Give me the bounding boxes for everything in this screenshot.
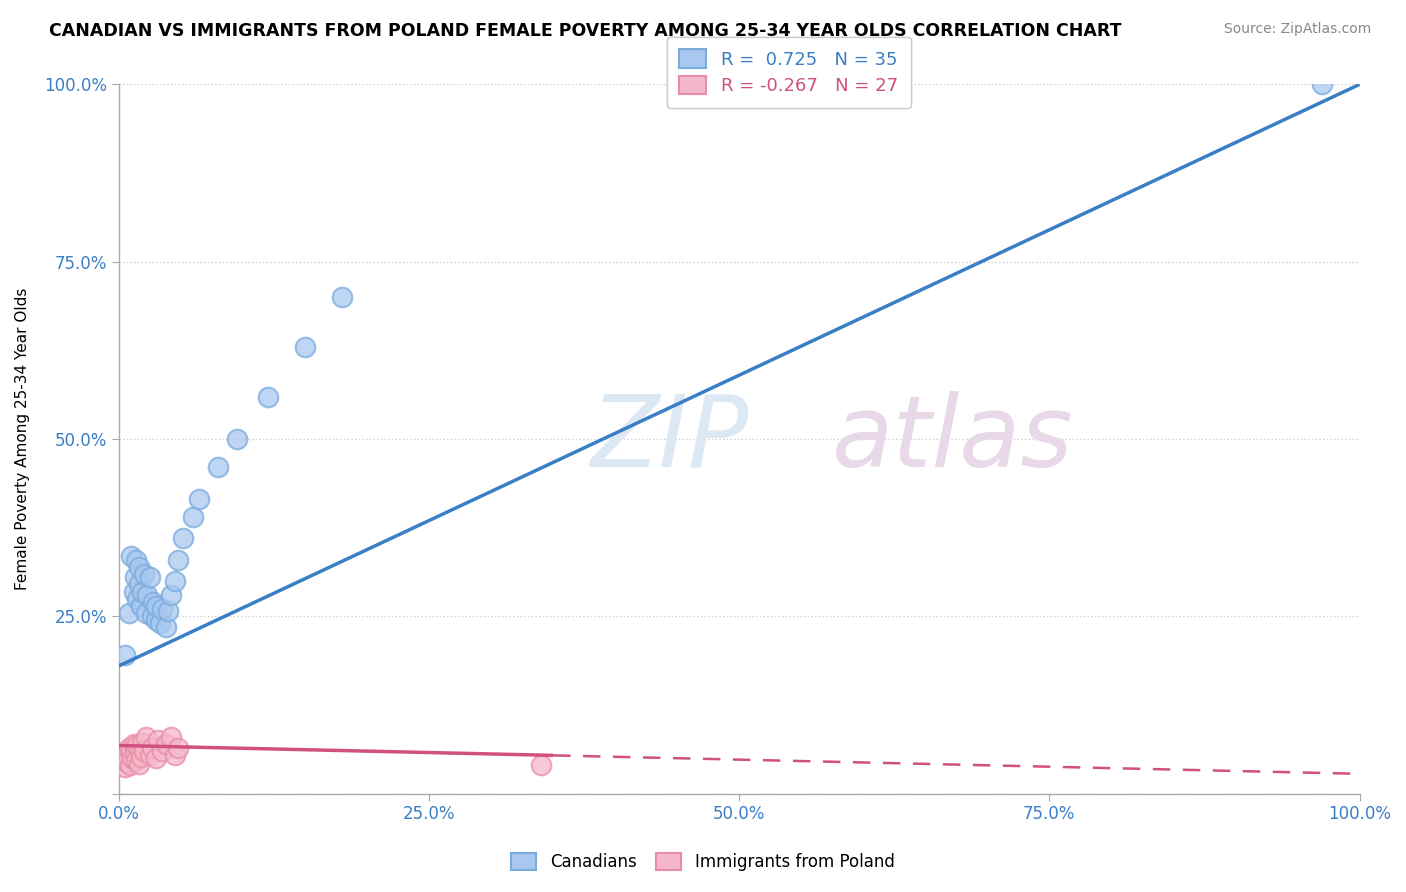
- Legend: Canadians, Immigrants from Poland: Canadians, Immigrants from Poland: [503, 845, 903, 880]
- Point: [132, 566, 155, 581]
- Point: [145, 599, 167, 613]
- Point: [138, 747, 160, 762]
- Text: ZIP: ZIP: [591, 391, 748, 488]
- Point: [131, 736, 153, 750]
- Point: [188, 492, 211, 507]
- Point: [225, 432, 247, 446]
- Point: [207, 460, 229, 475]
- Point: [117, 755, 139, 769]
- Point: [127, 591, 149, 606]
- Point: [129, 599, 152, 613]
- Point: [159, 730, 181, 744]
- Point: [118, 758, 141, 772]
- Point: [121, 751, 143, 765]
- Point: [128, 742, 150, 756]
- Point: [149, 616, 172, 631]
- Point: [128, 756, 150, 771]
- Point: [1310, 78, 1333, 92]
- Point: [142, 595, 165, 609]
- Point: [157, 604, 180, 618]
- Point: [155, 620, 177, 634]
- Point: [124, 746, 146, 760]
- Point: [122, 737, 145, 751]
- Point: [163, 747, 186, 762]
- Point: [294, 340, 316, 354]
- Point: [330, 290, 353, 304]
- Point: [124, 570, 146, 584]
- Point: [120, 744, 142, 758]
- Point: [135, 606, 157, 620]
- Text: CANADIAN VS IMMIGRANTS FROM POLAND FEMALE POVERTY AMONG 25-34 YEAR OLDS CORRELAT: CANADIAN VS IMMIGRANTS FROM POLAND FEMAL…: [49, 22, 1122, 40]
- Point: [114, 648, 136, 663]
- Text: Source: ZipAtlas.com: Source: ZipAtlas.com: [1223, 22, 1371, 37]
- Point: [138, 570, 160, 584]
- Point: [125, 753, 148, 767]
- Point: [163, 574, 186, 588]
- Point: [155, 737, 177, 751]
- Point: [115, 747, 138, 762]
- Point: [141, 609, 163, 624]
- Y-axis label: Female Poverty Among 25-34 Year Olds: Female Poverty Among 25-34 Year Olds: [15, 288, 30, 591]
- Point: [172, 532, 194, 546]
- Point: [114, 760, 136, 774]
- Point: [256, 390, 278, 404]
- Point: [117, 740, 139, 755]
- Point: [167, 740, 190, 755]
- Point: [128, 559, 150, 574]
- Point: [136, 588, 159, 602]
- Point: [159, 588, 181, 602]
- Point: [127, 739, 149, 753]
- Point: [150, 744, 173, 758]
- Point: [135, 730, 157, 744]
- Point: [145, 751, 167, 765]
- Point: [128, 577, 150, 591]
- Point: [117, 606, 139, 620]
- Point: [148, 733, 170, 747]
- Point: [122, 584, 145, 599]
- Point: [145, 613, 167, 627]
- Point: [181, 510, 204, 524]
- Point: [150, 602, 173, 616]
- Point: [167, 552, 190, 566]
- Point: [529, 758, 551, 772]
- Legend: R =  0.725   N = 35, R = -0.267   N = 27: R = 0.725 N = 35, R = -0.267 N = 27: [666, 37, 911, 108]
- Point: [132, 744, 155, 758]
- Point: [141, 740, 163, 755]
- Text: atlas: atlas: [832, 391, 1074, 488]
- Point: [120, 549, 142, 563]
- Point: [125, 552, 148, 566]
- Point: [131, 584, 153, 599]
- Point: [129, 749, 152, 764]
